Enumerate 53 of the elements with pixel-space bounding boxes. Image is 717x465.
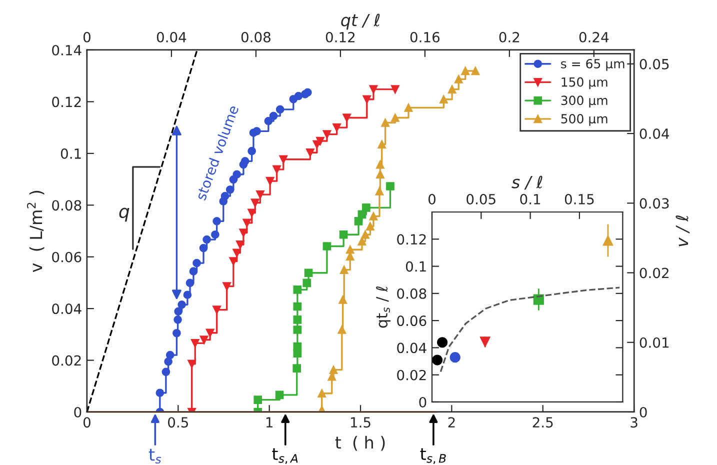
x2-tick-label: 0.04 bbox=[156, 32, 186, 42]
x2-tick-label: 0.08 bbox=[241, 32, 270, 42]
x-tick-label: 2 bbox=[448, 417, 455, 428]
annotation: q bbox=[119, 208, 130, 222]
legend-label: 500 μm bbox=[561, 114, 608, 126]
x-tick-label: 0 bbox=[428, 194, 436, 204]
y-axis-title: qt$_{s}$ / ℓ bbox=[376, 286, 390, 328]
annotation: t$_{s,B}$ bbox=[420, 448, 446, 464]
y-tick-label: 0.04 bbox=[52, 304, 82, 314]
legend-label: s = 65 μm bbox=[561, 58, 624, 71]
annotation: t$_{s,A}$ bbox=[272, 448, 298, 464]
y2-tick-label: 0.01 bbox=[640, 337, 669, 348]
x-tick-label: 0.5 bbox=[168, 417, 188, 428]
x-axis-title: s / ℓ bbox=[512, 176, 542, 190]
y-axis-title: v ( L/m$^{2}$ ) bbox=[27, 190, 44, 272]
x-tick-label: 0 bbox=[83, 417, 90, 428]
y-tick-label: 0.08 bbox=[52, 200, 82, 211]
y-tick-label: 0.08 bbox=[397, 288, 426, 299]
x-tick-label: 0.15 bbox=[564, 194, 594, 204]
x2-tick-label: 0.24 bbox=[579, 32, 609, 42]
y-tick-label: 0.04 bbox=[397, 342, 426, 354]
x2-tick-label: 0.2 bbox=[499, 32, 520, 42]
y2-tick-label: 0.02 bbox=[640, 268, 668, 278]
y-tick-label: 0.12 bbox=[52, 96, 81, 108]
y-tick-label: 0.02 bbox=[397, 370, 426, 380]
legend-label: 150 μm bbox=[562, 77, 608, 90]
x-tick-label: 3 bbox=[630, 417, 638, 428]
x-axis-title: t ( h ) bbox=[335, 436, 385, 451]
annotation: t$_{s}$ bbox=[148, 448, 162, 464]
x-tick-label: 0.05 bbox=[466, 194, 496, 204]
y2-tick-label: 0.03 bbox=[640, 198, 669, 209]
y-tick-label: 0.1 bbox=[406, 261, 426, 272]
x-tick-label: 2.5 bbox=[532, 417, 553, 428]
y2-tick-label: 0 bbox=[640, 406, 647, 418]
y-tick-label: 0 bbox=[74, 406, 82, 418]
y-tick-label: 0.06 bbox=[52, 252, 82, 262]
x-tick-label: 0.1 bbox=[520, 194, 540, 204]
x2-axis-title: qt / ℓ bbox=[341, 14, 380, 30]
y2-axis-title: v / ℓ bbox=[676, 216, 690, 246]
x2-tick-label: 0 bbox=[83, 32, 90, 42]
y-tick-label: 0.14 bbox=[52, 44, 82, 56]
legend-label: 300 μm bbox=[561, 96, 608, 108]
y-tick-label: 0.1 bbox=[60, 148, 81, 159]
y-tick-label: 0.12 bbox=[397, 234, 426, 245]
x-tick-label: 1.5 bbox=[350, 417, 370, 428]
y-tick-label: 0.02 bbox=[52, 355, 81, 366]
y-tick-label: 0.06 bbox=[397, 316, 426, 326]
y2-tick-label: 0.04 bbox=[640, 128, 670, 139]
y-tick-label: 0 bbox=[419, 396, 426, 408]
x2-tick-label: 0.16 bbox=[410, 32, 440, 42]
x-tick-label: 1 bbox=[266, 417, 272, 428]
y2-tick-label: 0.05 bbox=[640, 58, 669, 70]
x2-tick-label: 0.12 bbox=[326, 32, 355, 42]
